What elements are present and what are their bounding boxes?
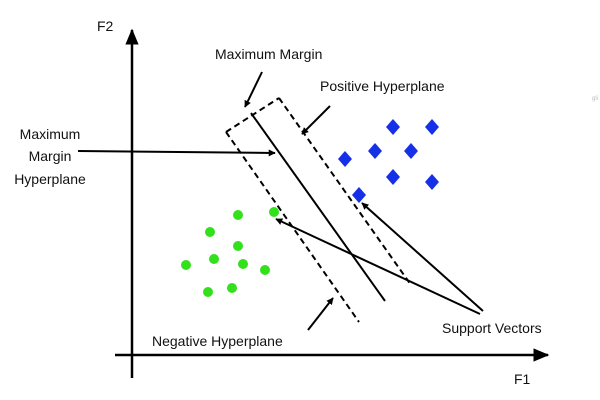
negative-point [209,254,219,264]
margin-bracket-top [225,97,280,133]
positive-point [386,169,400,185]
positive-point [425,174,439,190]
support-vectors-label: Support Vectors [442,320,542,336]
negative-point [227,283,237,293]
negative-point [233,210,243,220]
y-axis-label: F2 [97,18,114,34]
negative-hyperplane-arrow [307,297,334,331]
positive-point [404,143,418,159]
positive-point [386,119,400,135]
max-margin-hyperplane-label-line3: Hyperplane [14,171,86,187]
negative-point [205,227,215,237]
negative-point [203,287,213,297]
positive-point [352,187,366,203]
max-margin-hyperplane-arrow [77,149,276,157]
positive-hyperplane-label: Positive Hyperplane [320,78,445,94]
support-vector-arrow-positive [361,202,484,312]
positive-point [338,151,352,167]
maximum-margin-label: Maximum Margin [215,46,322,62]
positive-point [425,119,439,135]
negative-point [269,207,279,217]
x-axis-label: F1 [514,371,531,387]
max-margin-hyperplane-label-line2: Margin [29,148,72,164]
max-margin-hyperplane-label-line1: Maximum [20,126,81,142]
negative-point [238,259,248,269]
negative-hyperplane-label: Negative Hyperplane [152,333,283,349]
positive-hyperplane-arrow [301,105,331,135]
positive-hyperplane-line [278,97,412,286]
negative-class-points [181,207,279,297]
negative-point [233,241,243,251]
corner-text: gli [592,96,598,102]
positive-class-points [338,119,439,203]
maximum-margin-arrow [244,71,263,108]
support-vector-arrow-negative [275,218,481,315]
negative-point [181,260,191,270]
max-margin-hyperplane-line [250,112,386,302]
negative-point [260,265,270,275]
positive-point [368,143,382,159]
